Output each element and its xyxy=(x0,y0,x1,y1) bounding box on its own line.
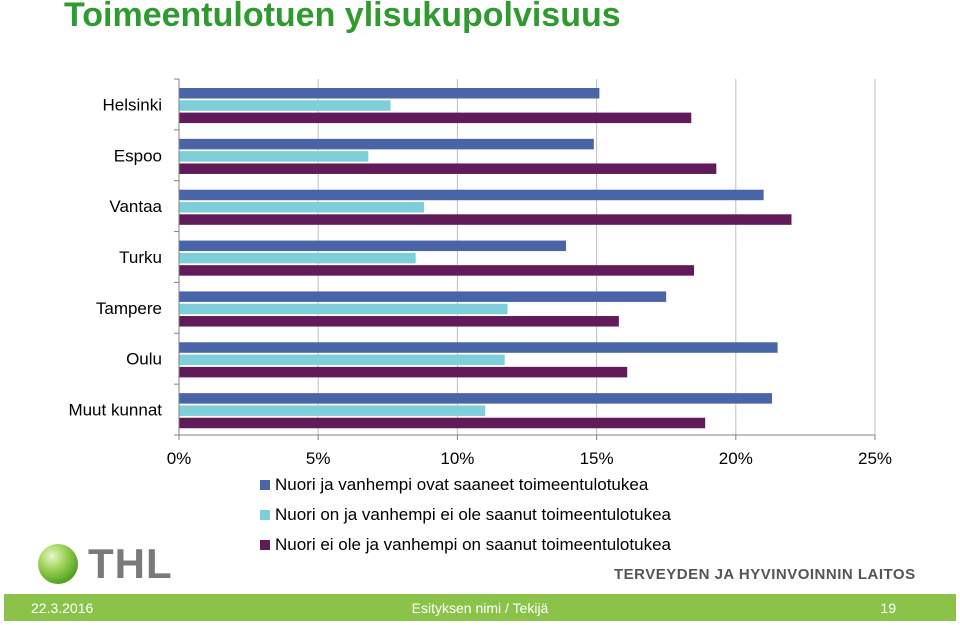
bar-chart: Helsinki Espoo Vantaa Turku Tampere Oulu Muut … xyxy=(68,78,892,468)
tick-label-10: 10% xyxy=(440,449,474,468)
legend-item-1: Nuori on ja vanhempi ei ole saanut toime… xyxy=(260,500,671,530)
bar-helsinki-series-0 xyxy=(179,88,600,99)
bar-turku-series-2 xyxy=(179,265,695,276)
bar-muut-kunnat-series-1 xyxy=(179,405,486,416)
tick-label-0: 0% xyxy=(167,449,192,468)
tick-labels: 0% 5% 10% 15% 20% 25% xyxy=(167,449,892,468)
category-label-oulu: Oulu xyxy=(126,350,162,369)
footer-date: 22.3.2016 xyxy=(31,600,94,616)
footer-bar: 22.3.2016 Esityksen nimi / Tekijä 19 xyxy=(4,594,956,621)
legend-swatch-2 xyxy=(260,540,270,550)
bar-tampere-series-2 xyxy=(179,316,619,327)
bar-muut-kunnat-series-0 xyxy=(179,393,772,404)
legend-label-1: Nuori on ja vanhempi ei ole saanut toime… xyxy=(275,505,671,524)
logo-text: THL xyxy=(88,540,173,587)
tick-label-15: 15% xyxy=(580,449,614,468)
bar-helsinki-series-1 xyxy=(179,100,391,111)
bar-turku-series-0 xyxy=(179,240,566,252)
legend-item-0: Nuori ja vanhempi ovat saaneet toimeentu… xyxy=(260,470,671,500)
bar-vantaa-series-0 xyxy=(179,189,764,201)
bar-espoo-series-1 xyxy=(179,151,369,162)
chart-legend: Nuori ja vanhempi ovat saaneet toimeentu… xyxy=(260,470,671,560)
footer-presentation-name: Esityksen nimi / Tekijä xyxy=(411,600,549,616)
thl-logo: THL xyxy=(38,543,173,585)
tick-label-5: 5% xyxy=(306,449,331,468)
bar-oulu-series-2 xyxy=(179,366,628,378)
organization-name: TERVEYDEN JA HYVINVOINNIN LAITOS xyxy=(614,566,916,583)
category-labels: Helsinki Espoo Vantaa Turku Tampere Oulu Muut … xyxy=(68,95,162,419)
bar-tampere-series-1 xyxy=(179,303,508,315)
category-label-turku: Turku xyxy=(119,248,162,267)
tick-label-20: 20% xyxy=(719,449,753,468)
slide-title: Toimeentulotuen ylisukupolvisuus xyxy=(64,0,621,34)
bar-muut-kunnat-series-2 xyxy=(179,417,706,429)
category-label-muut-kunnat: Muut kunnat xyxy=(68,401,162,420)
bar-espoo-series-2 xyxy=(179,163,717,174)
bar-oulu-series-0 xyxy=(179,342,778,353)
category-label-espoo: Espoo xyxy=(114,146,162,165)
category-label-helsinki: Helsinki xyxy=(102,95,162,114)
category-label-tampere: Tampere xyxy=(96,299,162,318)
legend-label-0: Nuori ja vanhempi ovat saaneet toimeentu… xyxy=(275,475,649,494)
footer-page-number: 19 xyxy=(880,600,896,616)
chart-bars xyxy=(179,88,792,429)
category-label-vantaa: Vantaa xyxy=(109,197,162,216)
bar-tampere-series-0 xyxy=(179,291,667,302)
bar-espoo-series-0 xyxy=(179,138,594,150)
chart-axes xyxy=(174,78,876,440)
legend-item-2: Nuori ei ole ja vanhempi on saanut toime… xyxy=(260,530,671,560)
legend-swatch-0 xyxy=(260,480,270,490)
bar-vantaa-series-1 xyxy=(179,202,424,213)
bar-turku-series-1 xyxy=(179,252,416,264)
legend-swatch-1 xyxy=(260,510,270,520)
tick-label-25: 25% xyxy=(858,449,892,468)
bar-helsinki-series-2 xyxy=(179,112,692,124)
bar-vantaa-series-2 xyxy=(179,214,792,225)
logo-ball-icon xyxy=(38,544,78,584)
bar-oulu-series-1 xyxy=(179,354,505,366)
legend-label-2: Nuori ei ole ja vanhempi on saanut toime… xyxy=(275,535,671,554)
